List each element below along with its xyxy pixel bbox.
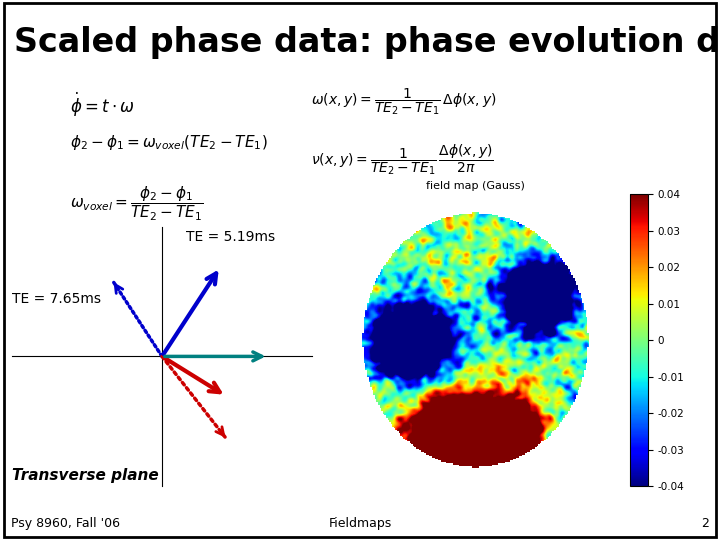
Text: Transverse plane: Transverse plane (12, 468, 159, 483)
Text: Fieldmaps: Fieldmaps (328, 517, 392, 530)
Text: $\omega_{voxel} = \dfrac{\phi_2 - \phi_1}{TE_2 - TE_1}$: $\omega_{voxel} = \dfrac{\phi_2 - \phi_1… (70, 185, 203, 223)
Title: field map (Gauss): field map (Gauss) (426, 181, 525, 191)
Text: $\dot{\phi} = t \cdot \omega$: $\dot{\phi} = t \cdot \omega$ (70, 91, 135, 119)
Text: TE = 7.65ms: TE = 7.65ms (12, 292, 101, 306)
Text: Scaled phase data: phase evolution during dTE: Scaled phase data: phase evolution durin… (14, 26, 720, 59)
Text: $\omega(x,y) = \dfrac{1}{TE_2 - TE_1}\,\Delta\phi(x,y)$: $\omega(x,y) = \dfrac{1}{TE_2 - TE_1}\,\… (311, 86, 497, 117)
Text: TE = 5.19ms: TE = 5.19ms (186, 230, 275, 244)
Text: 2: 2 (701, 517, 709, 530)
Text: $\phi_2 - \phi_1 = \omega_{voxel}(TE_2 - TE_1)$: $\phi_2 - \phi_1 = \omega_{voxel}(TE_2 -… (70, 133, 267, 152)
Text: $\nu(x,y) = \dfrac{1}{TE_2 - TE_1}\,\dfrac{\Delta\phi(x,y)}{2\pi}$: $\nu(x,y) = \dfrac{1}{TE_2 - TE_1}\,\dfr… (311, 143, 494, 177)
Text: Psy 8960, Fall '06: Psy 8960, Fall '06 (11, 517, 120, 530)
